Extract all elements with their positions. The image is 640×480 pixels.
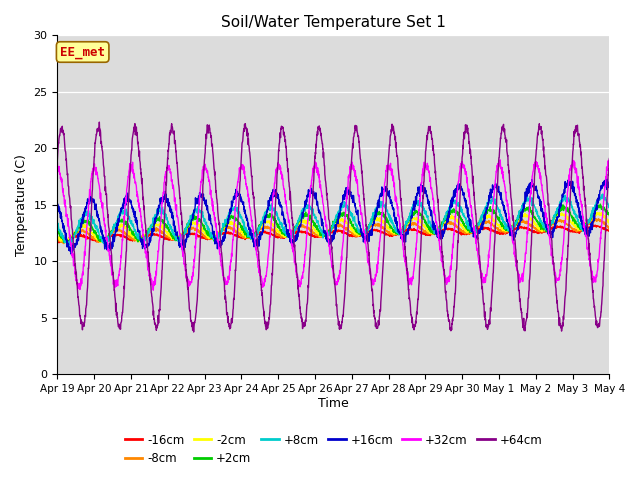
+64cm: [605, 156, 613, 161]
+2cm: [605, 213, 613, 218]
+32cm: [605, 160, 613, 166]
+2cm: [54, 228, 61, 234]
-16cm: [362, 230, 369, 236]
-2cm: [362, 228, 369, 233]
-8cm: [557, 218, 564, 224]
+32cm: [494, 161, 502, 167]
Text: EE_met: EE_met: [60, 46, 105, 59]
Line: +32cm: +32cm: [58, 160, 609, 290]
+2cm: [557, 207, 564, 213]
+32cm: [573, 166, 580, 171]
+16cm: [349, 192, 357, 198]
-8cm: [54, 238, 61, 243]
-16cm: [591, 222, 599, 228]
-8cm: [605, 225, 613, 231]
+8cm: [605, 204, 613, 210]
+32cm: [54, 159, 61, 165]
Line: -2cm: -2cm: [58, 213, 609, 243]
-2cm: [494, 223, 502, 228]
+8cm: [599, 191, 607, 197]
+2cm: [494, 216, 502, 221]
+2cm: [349, 225, 357, 231]
+8cm: [65, 242, 73, 248]
+64cm: [362, 215, 369, 220]
+16cm: [557, 204, 564, 209]
+2cm: [362, 228, 369, 234]
+64cm: [54, 157, 61, 163]
+64cm: [95, 119, 103, 125]
+2cm: [65, 240, 72, 246]
+64cm: [208, 143, 216, 149]
+32cm: [208, 195, 216, 201]
+64cm: [190, 329, 198, 335]
-2cm: [54, 235, 61, 240]
Line: +2cm: +2cm: [58, 204, 609, 243]
+32cm: [362, 237, 369, 243]
+64cm: [573, 128, 580, 134]
Line: +8cm: +8cm: [58, 194, 609, 245]
-2cm: [557, 212, 564, 217]
+64cm: [350, 134, 358, 140]
-8cm: [494, 225, 502, 231]
-2cm: [349, 229, 357, 235]
+8cm: [494, 205, 502, 211]
+8cm: [54, 221, 61, 227]
X-axis label: Time: Time: [318, 397, 349, 410]
+16cm: [494, 189, 502, 194]
+8cm: [557, 200, 564, 205]
+32cm: [349, 164, 357, 170]
+16cm: [362, 237, 369, 243]
-16cm: [54, 239, 61, 244]
+16cm: [605, 181, 613, 187]
-2cm: [598, 210, 605, 216]
-16cm: [208, 236, 216, 241]
+16cm: [67, 252, 75, 257]
+8cm: [208, 232, 216, 238]
+2cm: [572, 220, 580, 226]
+16cm: [54, 202, 61, 208]
Legend: -16cm, -8cm, -2cm, +2cm, +8cm, +16cm, +32cm, +64cm: -16cm, -8cm, -2cm, +2cm, +8cm, +16cm, +3…: [120, 429, 547, 470]
+16cm: [573, 199, 580, 205]
-8cm: [60, 240, 68, 246]
-16cm: [494, 231, 502, 237]
-2cm: [572, 224, 580, 229]
+64cm: [557, 325, 565, 331]
-16cm: [55, 240, 63, 246]
+2cm: [596, 201, 604, 207]
-2cm: [605, 222, 613, 228]
-8cm: [572, 227, 580, 232]
+8cm: [349, 217, 357, 223]
+64cm: [494, 167, 502, 172]
Line: +16cm: +16cm: [58, 178, 609, 254]
-16cm: [605, 228, 613, 233]
-16cm: [572, 228, 580, 234]
-16cm: [557, 223, 564, 229]
+16cm: [208, 221, 216, 227]
-8cm: [592, 216, 600, 222]
Y-axis label: Temperature (C): Temperature (C): [15, 154, 28, 256]
+8cm: [362, 229, 369, 235]
-8cm: [208, 236, 216, 241]
Line: +64cm: +64cm: [58, 122, 609, 332]
Line: -16cm: -16cm: [58, 225, 609, 243]
Line: -8cm: -8cm: [58, 219, 609, 243]
+8cm: [572, 215, 580, 221]
Title: Soil/Water Temperature Set 1: Soil/Water Temperature Set 1: [221, 15, 446, 30]
+32cm: [557, 259, 565, 265]
-8cm: [349, 232, 357, 238]
+2cm: [208, 234, 216, 240]
+32cm: [497, 157, 504, 163]
-16cm: [349, 233, 357, 239]
+32cm: [149, 288, 157, 293]
-8cm: [362, 228, 369, 233]
+16cm: [565, 175, 573, 181]
-2cm: [208, 233, 216, 239]
-2cm: [61, 240, 69, 246]
